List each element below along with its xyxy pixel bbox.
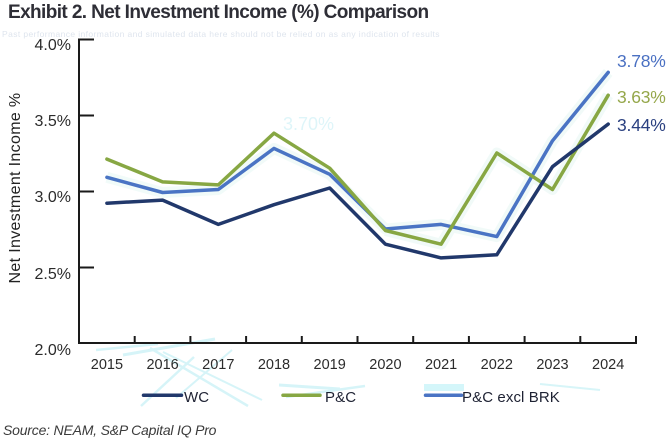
svg-text:3.70%: 3.70% [283, 114, 334, 134]
